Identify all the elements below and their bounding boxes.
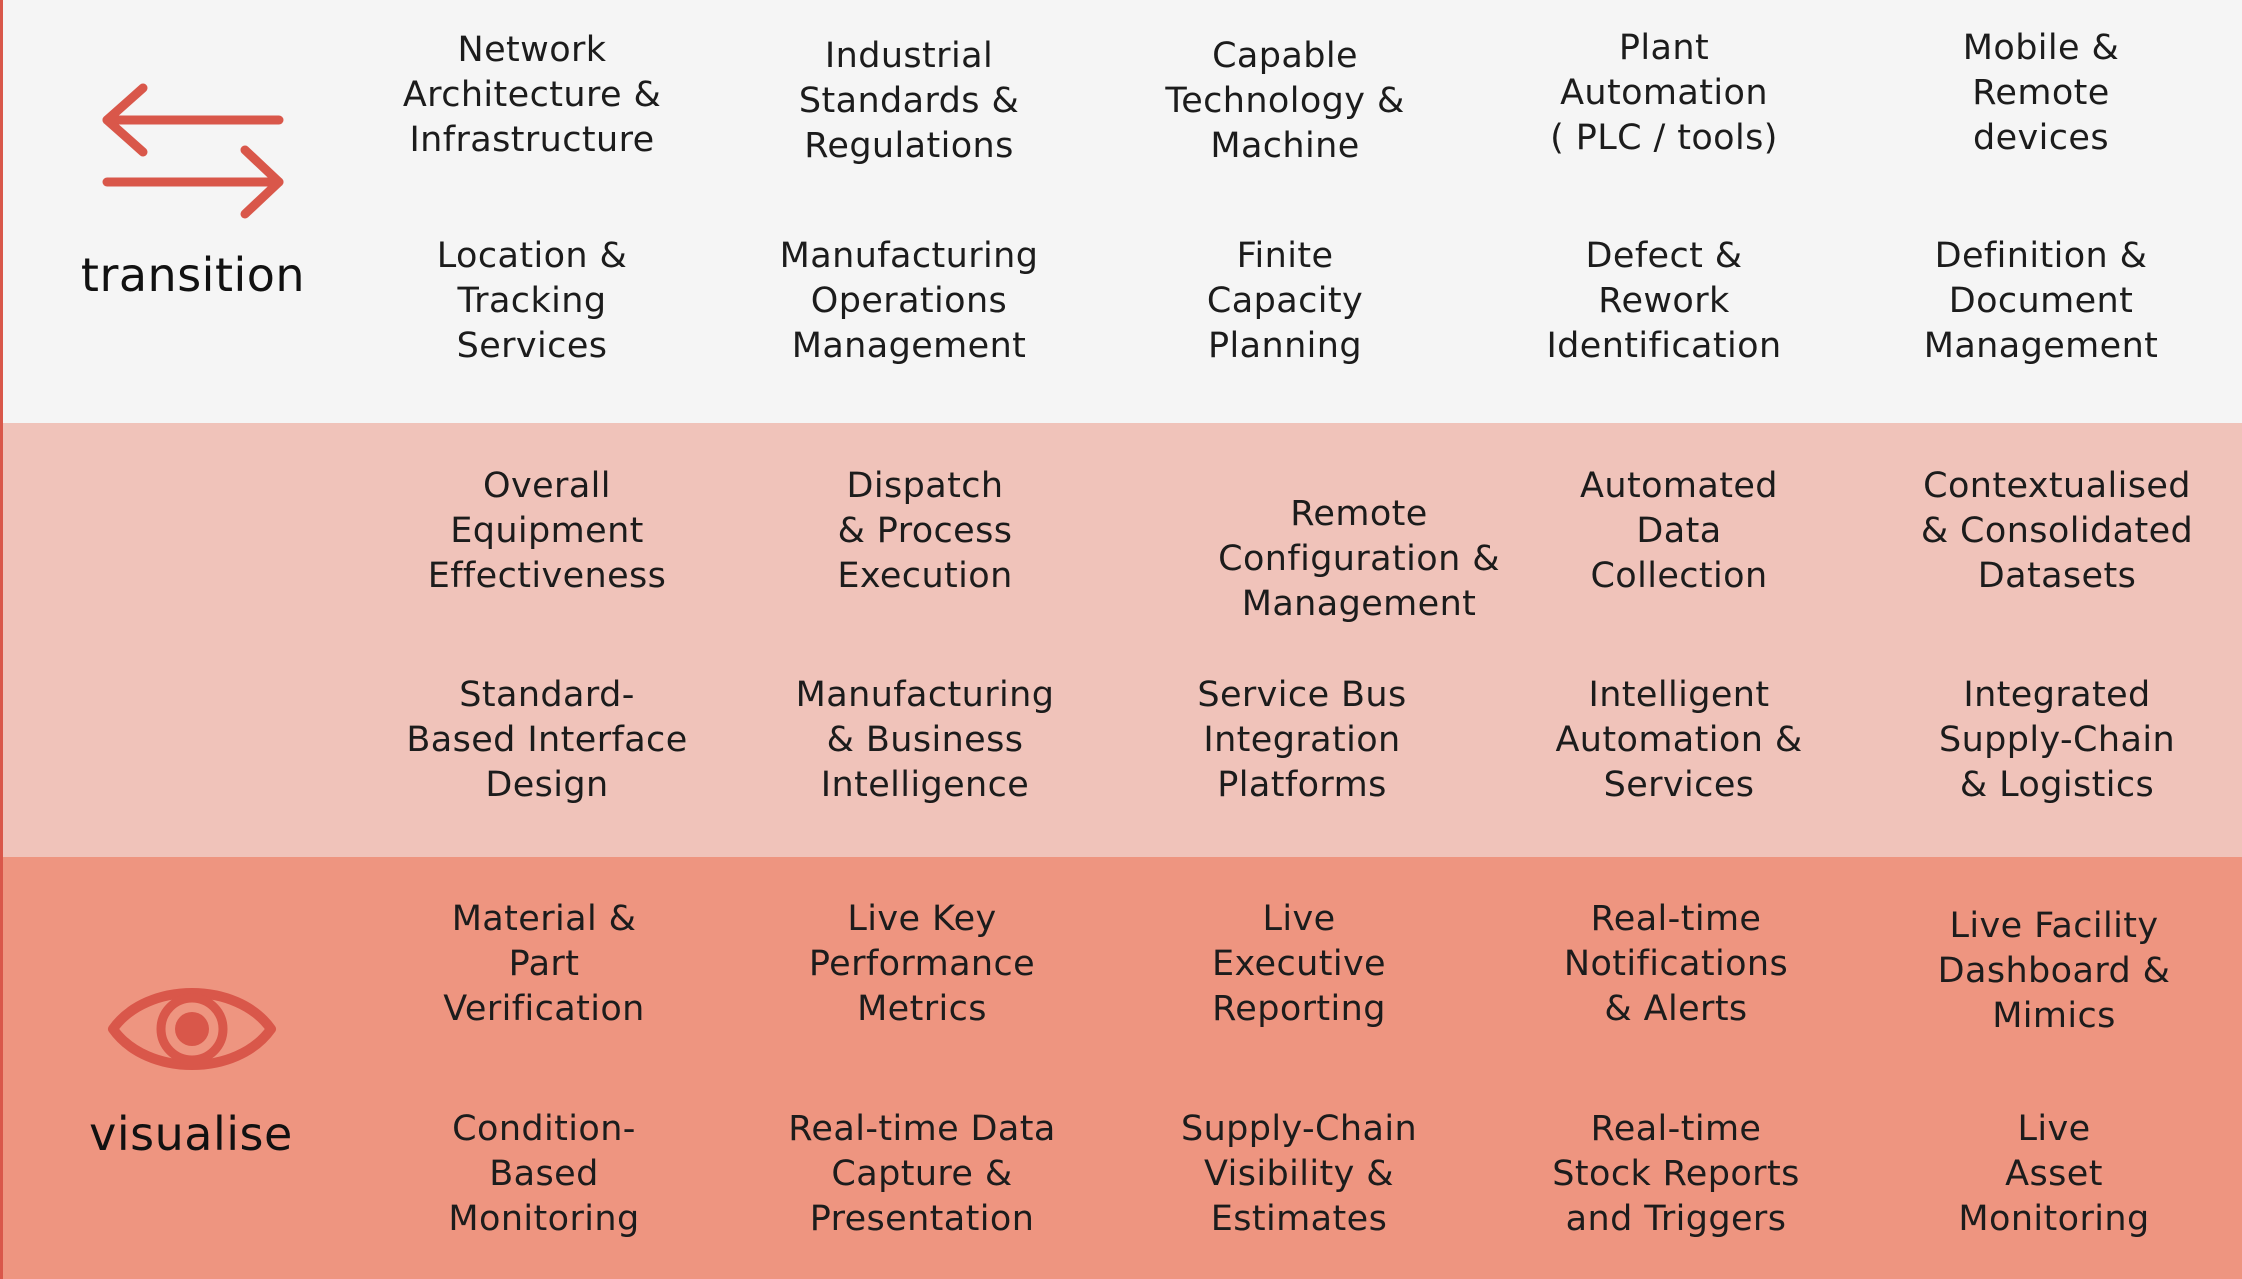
swap-arrows-icon (99, 80, 289, 220)
grid-item: Live Asset Monitoring (1958, 1109, 2150, 1239)
grid-item: Real-time Data Capture & Presentation (788, 1109, 1056, 1239)
grid-item: Location & Tracking Services (436, 236, 628, 366)
middle-band: Overall Equipment Effectiveness Dispatch… (0, 423, 2242, 857)
grid-item: Real-time Notifications & Alerts (1563, 899, 1789, 1029)
grid-item: Manufacturing Operations Management (779, 236, 1039, 366)
grid-item: Capable Technology & Machine (1165, 36, 1405, 166)
grid-item: Defect & Rework Identification (1546, 236, 1782, 366)
grid-item: Manufacturing & Business Intelligence (795, 675, 1055, 805)
grid-item: Definition & Document Management (1923, 236, 2159, 366)
grid-item: Automated Data Collection (1580, 466, 1778, 596)
grid-item: Overall Equipment Effectiveness (427, 466, 667, 596)
grid-item: Industrial Standards & Regulations (798, 36, 1020, 166)
grid-item: Intelligent Automation & Services (1555, 675, 1803, 805)
grid-item: Contextualised & Consolidated Datasets (1920, 466, 2194, 596)
grid-item: Live Executive Reporting (1211, 899, 1386, 1029)
grid-item: Material & Part Verification (443, 899, 645, 1029)
visualise-band: visualise Material & Part Verification L… (0, 857, 2242, 1279)
transition-band: transition Network Architecture & Infras… (0, 0, 2242, 423)
grid-item: Supply-Chain Visibility & Estimates (1180, 1109, 1418, 1239)
grid-item: Mobile & Remote devices (1962, 28, 2120, 158)
visualise-label: visualise (89, 1107, 293, 1161)
eye-icon (107, 977, 277, 1081)
grid-item: Finite Capacity Planning (1206, 236, 1364, 366)
grid-item: Real-time Stock Reports and Triggers (1552, 1109, 1800, 1239)
grid-item: Dispatch & Process Execution (837, 466, 1013, 596)
grid-item: Live Facility Dashboard & Mimics (1937, 906, 2171, 1036)
grid-item: Remote Configuration & Management (1218, 494, 1500, 624)
grid-item: Live Key Performance Metrics (808, 899, 1036, 1029)
grid-item: Network Architecture & Infrastructure (402, 30, 662, 160)
grid-item: Plant Automation ( PLC / tools) (1550, 28, 1778, 158)
grid-item: Condition- Based Monitoring (448, 1109, 640, 1239)
grid-item: Standard- Based Interface Design (406, 675, 688, 805)
grid-item: Integrated Supply-Chain & Logistics (1938, 675, 2176, 805)
grid-item: Service Bus Integration Platforms (1197, 675, 1407, 805)
transition-label: transition (80, 248, 306, 302)
